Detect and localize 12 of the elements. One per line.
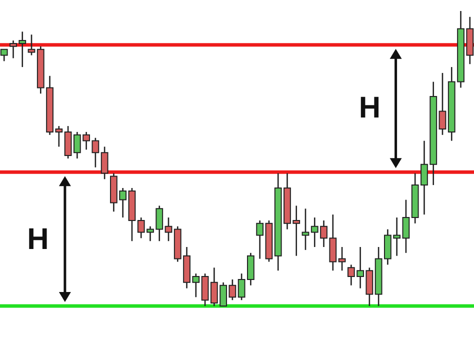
candlestick bbox=[164, 216, 172, 242]
candlestick bbox=[64, 125, 72, 160]
candlestick bbox=[338, 246, 346, 272]
annotation: H bbox=[358, 91, 381, 124]
candlestick bbox=[100, 146, 108, 180]
candlestick bbox=[201, 272, 209, 307]
candlestick bbox=[256, 220, 264, 260]
annotation: H bbox=[27, 222, 49, 256]
candlestick bbox=[0, 48, 8, 62]
candlestick bbox=[28, 34, 36, 56]
candlestick bbox=[402, 199, 410, 254]
candlestick bbox=[438, 72, 446, 136]
